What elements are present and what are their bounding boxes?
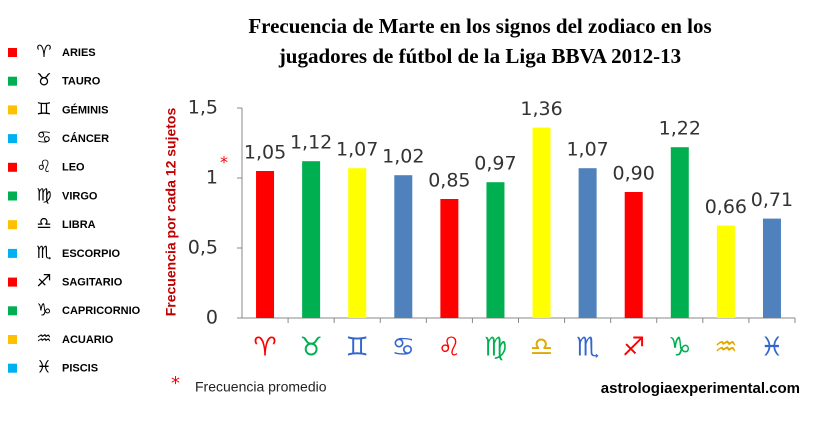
y-tick-label: 1,5 bbox=[188, 97, 218, 119]
value-label: 1,22 bbox=[659, 118, 701, 140]
x-tick-label: ♐ bbox=[622, 333, 645, 363]
value-label: 1,07 bbox=[336, 139, 378, 161]
legend-symbol: ♑ bbox=[36, 300, 51, 320]
x-tick-label: ♌ bbox=[438, 333, 461, 363]
legend-symbol: ♈ bbox=[36, 42, 51, 62]
bar bbox=[716, 225, 735, 318]
x-tick-label: ♓ bbox=[760, 333, 783, 363]
value-label: 0,71 bbox=[751, 189, 793, 211]
legend-swatch bbox=[8, 277, 17, 287]
value-label: 0,85 bbox=[428, 170, 470, 192]
legend-label: ESCORPIO bbox=[62, 248, 121, 260]
x-tick-label: ♊ bbox=[346, 333, 369, 363]
legend-symbol: ♏ bbox=[36, 243, 51, 263]
legend-swatch bbox=[8, 306, 17, 316]
legend-label: GÉMINIS bbox=[62, 103, 108, 116]
legend-swatch bbox=[8, 105, 17, 115]
value-label: 0,90 bbox=[613, 163, 655, 185]
source: astrologiaexperimental.com bbox=[601, 380, 800, 397]
y-tick-label: 0 bbox=[206, 307, 218, 329]
value-label: 1,05 bbox=[244, 142, 286, 164]
bar bbox=[394, 175, 413, 318]
x-tick-label: ♍ bbox=[484, 333, 507, 363]
x-tick-label: ♒ bbox=[714, 333, 737, 363]
legend-label: LIBRA bbox=[62, 219, 96, 231]
bar bbox=[486, 182, 505, 318]
footnote-marker: * bbox=[171, 373, 180, 394]
y-tick-label: 1 bbox=[206, 167, 218, 189]
average-marker: * bbox=[220, 153, 228, 172]
bar bbox=[624, 192, 643, 318]
legend-symbol: ♍ bbox=[36, 186, 51, 206]
legend-swatch bbox=[8, 220, 17, 230]
legend-swatch bbox=[8, 48, 17, 57]
bar bbox=[440, 199, 459, 318]
legend-swatch bbox=[8, 134, 17, 144]
chart-title: jugadores de fútbol de la Liga BBVA 2012… bbox=[278, 44, 681, 68]
value-label: 1,02 bbox=[382, 146, 424, 168]
x-tick-label: ♉ bbox=[299, 333, 322, 363]
legend-label: TAURO bbox=[62, 76, 101, 88]
bar bbox=[670, 147, 689, 318]
legend-symbol: ♎ bbox=[36, 214, 51, 234]
bar bbox=[256, 171, 275, 318]
legend-label: ARIES bbox=[62, 47, 96, 59]
y-tick-label: 0,5 bbox=[188, 237, 218, 259]
bar bbox=[578, 168, 597, 318]
bar bbox=[348, 168, 367, 318]
legend-label: VIRGO bbox=[62, 190, 98, 202]
legend-symbol: ♒ bbox=[36, 329, 51, 349]
legend-label: LEO bbox=[62, 162, 85, 174]
legend-label: SAGITARIO bbox=[62, 277, 123, 289]
legend-label: CAPRICORNIO bbox=[62, 305, 141, 317]
value-label: 1,12 bbox=[290, 132, 332, 154]
legend-swatch bbox=[8, 191, 17, 201]
value-label: 0,97 bbox=[474, 153, 516, 175]
legend-label: PISCIS bbox=[62, 363, 98, 375]
bar bbox=[302, 161, 321, 318]
value-label: 0,66 bbox=[705, 196, 747, 218]
bar bbox=[762, 218, 781, 318]
x-tick-label: ♈ bbox=[253, 333, 276, 363]
legend-swatch bbox=[8, 162, 17, 172]
legend-label: CÁNCER bbox=[62, 132, 109, 145]
legend-label: ACUARIO bbox=[62, 334, 114, 346]
legend-swatch bbox=[8, 363, 17, 373]
value-label: 1,07 bbox=[566, 139, 608, 161]
legend-symbol: ♓ bbox=[36, 358, 51, 378]
legend-swatch bbox=[8, 76, 17, 86]
x-tick-label: ♎ bbox=[530, 333, 553, 363]
value-label: 1,36 bbox=[520, 98, 562, 120]
legend-swatch bbox=[8, 335, 17, 344]
legend-symbol: ♉ bbox=[36, 71, 51, 91]
legend-symbol: ♌ bbox=[36, 157, 51, 177]
x-tick-label: ♋ bbox=[392, 333, 415, 363]
legend-symbol: ♊ bbox=[36, 99, 51, 119]
bar bbox=[532, 127, 551, 318]
x-tick-label: ♑ bbox=[668, 333, 691, 363]
legend-symbol: ♐ bbox=[36, 272, 51, 292]
chart-title: Frecuencia de Marte en los signos del zo… bbox=[248, 14, 711, 38]
legend-swatch bbox=[8, 248, 17, 258]
y-axis-label: Frecuencia por cada 12 sujetos bbox=[163, 108, 179, 317]
x-tick-label: ♏ bbox=[576, 333, 599, 363]
footnote: Frecuencia promedio bbox=[195, 379, 327, 395]
legend-symbol: ♋ bbox=[36, 128, 51, 148]
